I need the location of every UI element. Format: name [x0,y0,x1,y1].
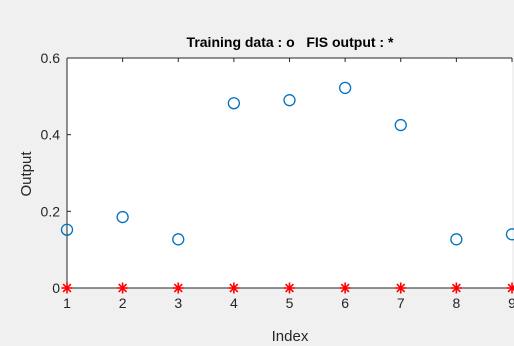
asterisk-stroke [451,283,461,293]
fis-output-point [450,282,462,294]
x-tick-label: 7 [397,295,405,311]
training-data-point [116,210,129,224]
asterisk-stroke [229,283,239,293]
training-data-point [283,94,296,107]
y-tick-label: 0.6 [41,50,61,66]
fis-output-point [339,282,351,294]
fis-output-point [284,282,295,294]
x-tick-label: 1 [63,295,71,311]
x-tick-label: 4 [230,295,238,311]
asterisk-stroke [507,284,514,293]
training-data-point [338,81,352,95]
asterisk-stroke [118,283,128,293]
training-data-point [505,228,514,241]
training-data-point [227,97,241,110]
training-data-point [172,233,185,246]
x-axis-title: Index [272,328,309,345]
y-tick-label: 0.2 [41,203,61,219]
asterisk-stroke [173,283,183,293]
fis-output-point [61,282,73,294]
x-tick-label: 6 [341,295,349,311]
x-tick-label: 2 [119,295,127,311]
x-tick-label: 3 [174,295,182,311]
fis-output-point [117,282,129,294]
asterisk-stroke [62,283,72,293]
fis-output-point [395,282,407,294]
asterisk-stroke [340,283,350,293]
y-axis-title: Output [18,151,35,197]
fis-output-point [172,282,184,294]
fis-output-point [506,282,514,294]
asterisk-stroke [285,283,294,293]
x-tick-label: 5 [286,295,294,311]
x-tick-label: 9 [508,295,514,311]
data-marks [60,81,514,294]
training-data-point [394,118,407,132]
training-data-point [450,233,463,246]
chart-title: Training data : o FIS output : * [187,34,394,50]
x-tick-label: 8 [452,295,460,311]
y-tick-label: 0.4 [41,127,61,143]
plot-area [67,58,512,288]
fis-output-point [228,282,240,294]
y-tick-label: 0 [52,280,60,296]
training-data-point [60,223,74,236]
asterisk-stroke [396,283,406,293]
